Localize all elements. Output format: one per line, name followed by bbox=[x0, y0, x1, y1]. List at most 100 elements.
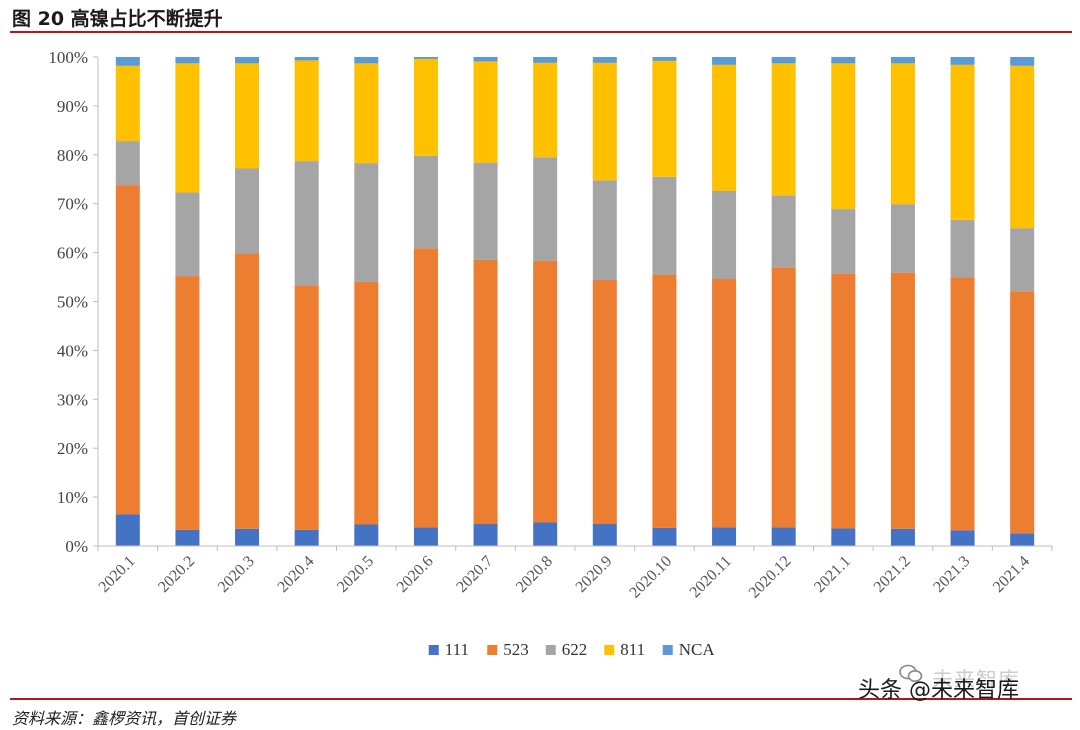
bar-segment-523 bbox=[533, 260, 558, 523]
x-tick-label: 2020.6 bbox=[394, 553, 437, 596]
x-tick-label: 2021.3 bbox=[930, 553, 973, 596]
bar-segment-811 bbox=[115, 65, 140, 142]
bar-segment-111 bbox=[413, 527, 438, 546]
y-tick-label: 60% bbox=[57, 244, 88, 263]
x-tick-label: 2020.12 bbox=[746, 553, 795, 602]
bar-segment-523 bbox=[771, 267, 796, 528]
legend-swatch-nca bbox=[662, 645, 673, 655]
legend-swatch-111 bbox=[428, 645, 439, 655]
bar-segment-523 bbox=[950, 277, 975, 531]
x-tick-label: 2020.8 bbox=[513, 553, 556, 596]
legend-swatch-523 bbox=[487, 645, 498, 655]
bar-segment-811 bbox=[473, 61, 498, 163]
legend: 111 523 622 811 NCA bbox=[428, 640, 716, 659]
bar-segment-nca bbox=[115, 57, 140, 66]
bar-segment-523 bbox=[354, 281, 379, 525]
bar-segment-622 bbox=[890, 204, 915, 273]
bar-segment-111 bbox=[831, 528, 856, 546]
bar-segment-523 bbox=[890, 272, 915, 529]
axes bbox=[93, 56, 1053, 551]
bar-segment-811 bbox=[1010, 65, 1035, 229]
legend-label: 811 bbox=[620, 640, 645, 659]
y-tick-label: 30% bbox=[57, 390, 88, 409]
legend-label: 111 bbox=[445, 640, 469, 659]
bar-segment-811 bbox=[652, 60, 677, 177]
title-rule bbox=[10, 31, 1072, 33]
x-axis-ticks: 2020.1 2020.2 2020.3 2020.4 2020.5 2020.6 2020… bbox=[96, 553, 1034, 602]
bar-segment-nca bbox=[413, 57, 438, 59]
bar-segment-622 bbox=[533, 157, 558, 261]
x-tick-label: 2020.4 bbox=[274, 553, 317, 596]
x-tick-label: 2020.9 bbox=[573, 553, 616, 596]
legend-label: NCA bbox=[679, 640, 716, 659]
bar-segment-622 bbox=[652, 176, 677, 275]
bar-segment-622 bbox=[235, 168, 260, 254]
bar-segment-nca bbox=[712, 57, 737, 65]
x-tick-label: 2020.2 bbox=[155, 553, 198, 596]
bar-segment-622 bbox=[950, 219, 975, 278]
bar-segment-523 bbox=[235, 253, 260, 529]
bar-segment-811 bbox=[771, 63, 796, 196]
bar-segment-811 bbox=[175, 63, 200, 193]
bar-segment-523 bbox=[831, 273, 856, 529]
source-rule bbox=[10, 698, 1072, 700]
y-tick-label: 70% bbox=[57, 195, 88, 214]
bar-stacks bbox=[115, 57, 1035, 546]
bar-segment-622 bbox=[115, 141, 140, 186]
x-tick-label: 2020.5 bbox=[334, 553, 377, 596]
bar-segment-111 bbox=[712, 527, 737, 546]
bar-segment-111 bbox=[235, 528, 260, 546]
bar-segment-111 bbox=[890, 528, 915, 546]
x-tick-label: 2020.11 bbox=[687, 553, 735, 601]
bar-segment-nca bbox=[294, 57, 319, 61]
bar-segment-622 bbox=[771, 195, 796, 268]
wechat-icon bbox=[899, 664, 923, 682]
x-tick-label: 2020.10 bbox=[626, 553, 675, 602]
bar-segment-811 bbox=[592, 62, 617, 181]
bar-segment-622 bbox=[831, 209, 856, 274]
bar-segment-622 bbox=[354, 163, 379, 282]
bar-segment-523 bbox=[175, 276, 200, 530]
bar-segment-811 bbox=[831, 63, 856, 210]
bar-segment-622 bbox=[413, 155, 438, 249]
bar-segment-nca bbox=[652, 57, 677, 61]
bar-segment-nca bbox=[890, 57, 915, 64]
bar-segment-nca bbox=[354, 57, 379, 64]
y-tick-label: 40% bbox=[57, 341, 88, 360]
bar-segment-111 bbox=[533, 522, 558, 546]
y-tick-label: 0% bbox=[65, 537, 88, 556]
bar-segment-811 bbox=[712, 64, 737, 191]
legend-swatch-622 bbox=[545, 645, 556, 655]
bar-segment-811 bbox=[354, 63, 379, 164]
bar-segment-nca bbox=[533, 57, 558, 63]
bar-segment-523 bbox=[115, 185, 140, 515]
bar-segment-nca bbox=[831, 57, 856, 64]
bar-segment-111 bbox=[1010, 533, 1035, 546]
y-tick-label: 100% bbox=[48, 48, 88, 67]
bar-segment-nca bbox=[1010, 57, 1035, 66]
bar-segment-811 bbox=[950, 64, 975, 220]
bar-segment-nca bbox=[175, 57, 200, 64]
bar-segment-523 bbox=[592, 279, 617, 524]
bar-segment-622 bbox=[1010, 228, 1035, 292]
source-note: 资料来源：鑫椤资讯，首创证券 bbox=[12, 709, 237, 728]
bar-segment-811 bbox=[413, 58, 438, 156]
bar-segment-811 bbox=[533, 62, 558, 158]
bar-segment-523 bbox=[652, 274, 677, 528]
x-tick-label: 2020.3 bbox=[215, 553, 258, 596]
y-axis-ticks: 0% 10% 20% 30% 40% 50% 60% 70% 80% 90% 100% bbox=[48, 48, 88, 556]
y-tick-label: 90% bbox=[57, 97, 88, 116]
bar-segment-111 bbox=[592, 523, 617, 546]
bar-segment-622 bbox=[473, 162, 498, 260]
bar-segment-111 bbox=[473, 523, 498, 546]
bar-segment-523 bbox=[413, 248, 438, 528]
bar-segment-111 bbox=[771, 527, 796, 546]
bar-segment-622 bbox=[592, 180, 617, 280]
bar-segment-523 bbox=[473, 259, 498, 524]
bar-segment-622 bbox=[712, 190, 737, 280]
bar-segment-811 bbox=[294, 60, 319, 162]
bar-segment-111 bbox=[652, 527, 677, 546]
x-tick-label: 2021.4 bbox=[990, 553, 1033, 596]
bar-segment-622 bbox=[175, 192, 200, 277]
bar-segment-811 bbox=[890, 63, 915, 205]
